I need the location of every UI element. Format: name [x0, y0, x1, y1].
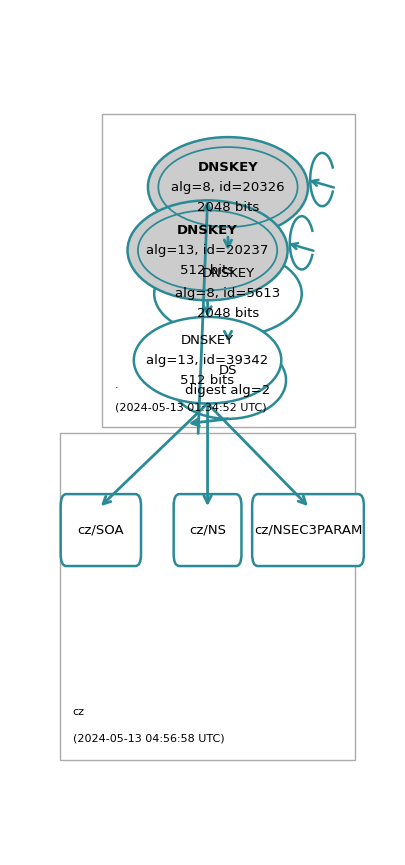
- Bar: [60, 433, 355, 759]
- Text: alg=13, id=20237: alg=13, id=20237: [146, 244, 269, 257]
- Text: digest alg=2: digest alg=2: [185, 384, 271, 397]
- Text: DNSKEY: DNSKEY: [177, 224, 238, 237]
- Text: 512 bits: 512 bits: [181, 374, 234, 387]
- Text: .: .: [115, 381, 119, 390]
- Text: DS: DS: [219, 363, 237, 377]
- Text: cz: cz: [72, 707, 85, 716]
- Text: alg=8, id=20326: alg=8, id=20326: [171, 181, 285, 194]
- Ellipse shape: [154, 250, 302, 336]
- FancyBboxPatch shape: [174, 494, 241, 566]
- Text: 2048 bits: 2048 bits: [197, 307, 259, 320]
- Ellipse shape: [134, 317, 281, 403]
- Text: cz/SOA: cz/SOA: [77, 523, 124, 536]
- Text: 2048 bits: 2048 bits: [197, 201, 259, 214]
- Ellipse shape: [170, 342, 286, 419]
- Text: cz/NS: cz/NS: [189, 523, 226, 536]
- Text: (2024-05-13 04:56:58 UTC): (2024-05-13 04:56:58 UTC): [72, 734, 224, 743]
- Bar: [102, 114, 355, 426]
- Text: DNSKEY: DNSKEY: [181, 334, 234, 347]
- Ellipse shape: [128, 201, 288, 300]
- FancyBboxPatch shape: [252, 494, 364, 566]
- Text: DNSKEY: DNSKEY: [198, 161, 258, 174]
- Ellipse shape: [148, 137, 308, 237]
- Text: DNSKEY: DNSKEY: [201, 267, 254, 280]
- Text: (2024-05-13 01:34:52 UTC): (2024-05-13 01:34:52 UTC): [115, 402, 266, 413]
- Text: cz/NSEC3PARAM: cz/NSEC3PARAM: [254, 523, 362, 536]
- Text: alg=13, id=39342: alg=13, id=39342: [147, 354, 269, 367]
- Text: alg=8, id=5613: alg=8, id=5613: [175, 287, 281, 300]
- Text: 512 bits: 512 bits: [181, 264, 234, 277]
- FancyBboxPatch shape: [61, 494, 141, 566]
